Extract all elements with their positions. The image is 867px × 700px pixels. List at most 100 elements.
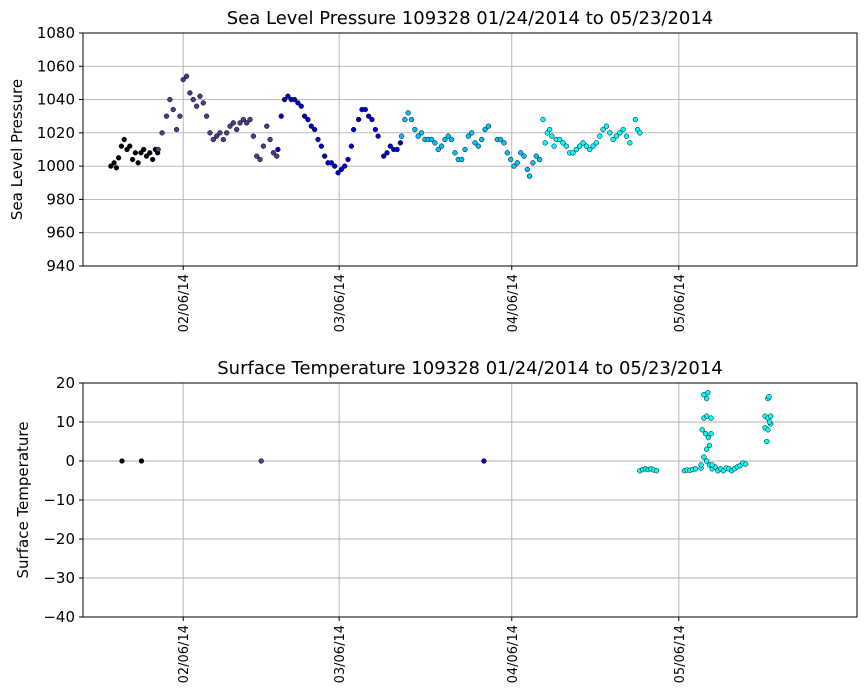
data-point: [138, 150, 144, 156]
data-point: [220, 136, 226, 143]
chart-title: Surface Temperature 109328 01/24/2014 to…: [217, 358, 722, 379]
data-point: [620, 126, 626, 133]
data-point: [704, 446, 710, 452]
data-point: [147, 150, 153, 156]
y-tick-label: −20: [43, 530, 75, 548]
y-tick-label: −40: [43, 608, 75, 626]
data-point: [342, 163, 348, 169]
data-point: [405, 110, 411, 116]
data-point: [699, 427, 705, 433]
y-tick-label: 1000: [37, 157, 75, 175]
data-point: [438, 143, 445, 149]
data-point: [197, 93, 203, 99]
data-point: [257, 156, 263, 163]
data-point: [141, 146, 147, 153]
data-point: [600, 126, 606, 133]
data-point: [481, 458, 487, 464]
data-point: [766, 419, 773, 425]
series-segment-1: [119, 458, 145, 464]
data-point: [183, 73, 190, 79]
data-point: [237, 120, 243, 126]
data-point: [311, 126, 318, 133]
y-tick-label: 960: [46, 224, 75, 242]
data-point: [617, 130, 623, 136]
data-point: [702, 431, 709, 437]
data-point: [511, 163, 517, 169]
data-point: [318, 143, 324, 149]
data-point: [108, 163, 114, 169]
data-point: [274, 153, 280, 159]
x-tick-label: 02/06/14: [177, 625, 192, 683]
data-point: [328, 160, 335, 166]
data-point: [291, 96, 298, 103]
data-point: [275, 146, 281, 153]
data-point: [415, 133, 421, 139]
data-point: [632, 116, 639, 123]
data-point: [338, 166, 345, 173]
data-point: [692, 466, 699, 472]
data-point: [530, 160, 536, 166]
data-point: [485, 123, 492, 129]
data-point: [375, 133, 381, 139]
data-point: [704, 395, 710, 402]
data-point: [482, 126, 488, 133]
data-point: [708, 415, 714, 421]
data-point: [540, 116, 546, 123]
data-point: [143, 153, 150, 159]
data-point: [264, 123, 270, 129]
series-segment-5: [540, 116, 643, 156]
data-point: [501, 140, 507, 146]
y-tick-label: 1060: [37, 57, 75, 75]
data-point: [155, 146, 161, 153]
data-point: [350, 126, 357, 133]
x-tick-label: 05/06/14: [673, 625, 688, 683]
data-point: [372, 126, 378, 133]
data-point: [332, 163, 338, 169]
sea-level-pressure-chart: 940 960 980 1000 1020 1040 1060 1080 02/06/14 03/…: [8, 8, 858, 332]
data-point: [227, 123, 233, 129]
chart-title: Sea Level Pressure 109328 01/24/2014 to …: [227, 8, 714, 29]
data-point: [497, 136, 504, 143]
data-point: [742, 461, 749, 467]
data-point: [472, 140, 478, 146]
data-point: [479, 136, 485, 143]
series-segment-2: [258, 458, 264, 464]
data-point: [766, 394, 772, 400]
data-point: [704, 458, 710, 464]
data-point: [546, 126, 553, 133]
surface-temperature-chart: −40 −30 −20 −10 0 10 20 02/06/14 03/06/14 04/06/1…: [14, 358, 858, 683]
data-point: [335, 170, 341, 176]
x-tick-label: 04/06/14: [506, 625, 521, 683]
data-point: [435, 146, 441, 153]
data-point: [580, 140, 586, 146]
data-point: [590, 143, 596, 149]
data-point: [705, 434, 711, 441]
data-point: [281, 96, 288, 103]
data-point: [384, 150, 390, 156]
x-tick-label: 04/06/14: [506, 274, 521, 332]
data-point: [603, 123, 610, 129]
y-tick-label: −10: [43, 491, 75, 509]
x-tick-label: 03/06/14: [333, 625, 348, 683]
data-point: [203, 113, 210, 119]
data-point: [173, 126, 180, 133]
data-point: [504, 150, 510, 156]
y-tick-label: 1040: [37, 91, 75, 109]
data-point: [149, 156, 156, 163]
data-point: [475, 143, 482, 149]
data-points: [108, 73, 643, 179]
data-point: [132, 150, 138, 156]
x-tick-label: 02/06/14: [177, 274, 192, 332]
data-point: [129, 156, 136, 163]
data-point: [193, 103, 200, 109]
data-point: [207, 130, 213, 136]
data-point: [764, 438, 770, 445]
data-point: [573, 146, 580, 153]
data-point: [459, 156, 465, 163]
data-point: [432, 140, 438, 146]
data-point: [593, 140, 600, 146]
data-point: [348, 143, 355, 149]
data-point: [542, 140, 548, 146]
y-tick-label: 1020: [37, 124, 75, 142]
data-point: [514, 160, 520, 166]
